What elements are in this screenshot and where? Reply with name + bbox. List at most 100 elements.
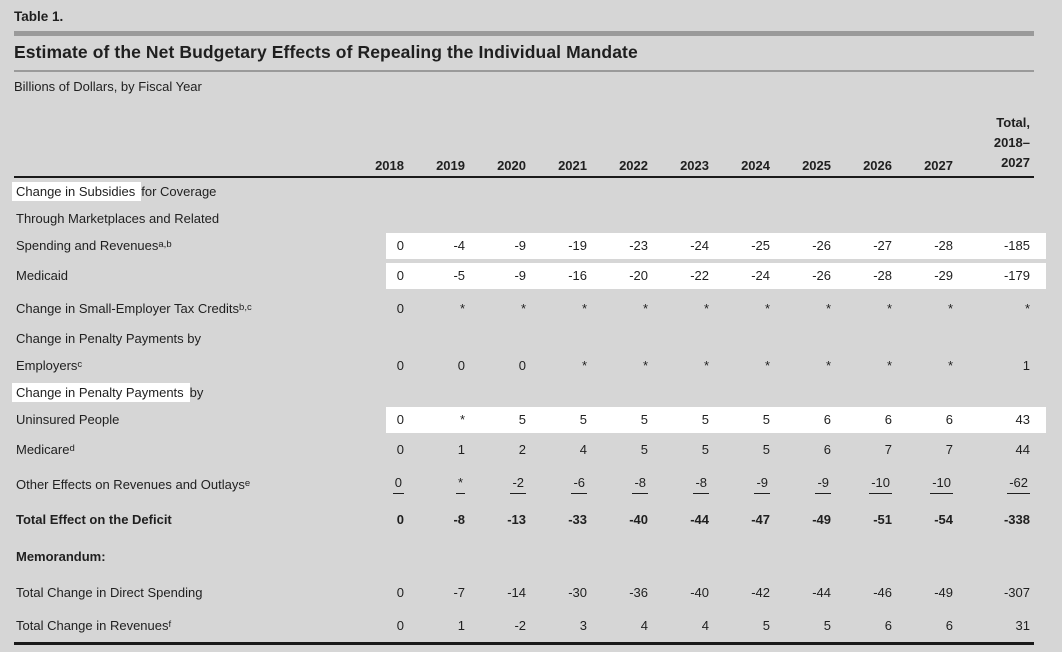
title-top-rule bbox=[14, 31, 1034, 36]
value-text: -9 bbox=[514, 238, 526, 253]
row-label: Uninsured People bbox=[16, 412, 120, 427]
value-cell: -4 bbox=[408, 232, 469, 259]
value-cell: 7 bbox=[835, 433, 896, 466]
value-text: 43 bbox=[1015, 412, 1030, 427]
row-through-marketplaces-and-related: Through Marketplaces and Related bbox=[14, 205, 1046, 232]
value-text: -36 bbox=[629, 585, 648, 600]
value-text: 4 bbox=[579, 442, 587, 457]
table-1-block: Table 1. Estimate of the Net Budgetary E… bbox=[12, 9, 1046, 645]
value-text: -2 bbox=[514, 618, 526, 633]
row-label: Change in Penalty Payments by bbox=[12, 379, 354, 406]
value-cell: -51 bbox=[835, 503, 896, 536]
row-other-effects-on-revenues-and-outlays: Other Effects on Revenues and Outlays e 0 *… bbox=[14, 466, 1046, 503]
value-cell: 0 bbox=[354, 576, 408, 609]
value-text: -8 bbox=[632, 475, 648, 494]
row-label: Spending and Revenues a,b bbox=[16, 238, 172, 253]
value-text: 5 bbox=[640, 412, 648, 427]
value-text: 0 bbox=[396, 512, 404, 527]
value-cell: -44 bbox=[652, 503, 713, 536]
value-cell: 3 bbox=[530, 609, 591, 642]
value-cell: * bbox=[591, 292, 652, 325]
value-cell: 4 bbox=[530, 433, 591, 466]
value-text: -10 bbox=[930, 475, 953, 494]
year-header-2025: 2025 bbox=[802, 158, 831, 173]
value-cell: 5 bbox=[713, 406, 774, 433]
value-cell: -24 bbox=[713, 259, 774, 292]
row-label: Medicaid bbox=[16, 268, 69, 283]
value-text: 7 bbox=[945, 442, 953, 457]
value-text: -6 bbox=[571, 475, 587, 494]
value-text: 5 bbox=[762, 442, 770, 457]
value-cell: 43 bbox=[957, 406, 1034, 433]
value-cell: -185 bbox=[957, 232, 1034, 259]
value-text: 31 bbox=[1015, 618, 1030, 633]
value-cell: 0 bbox=[354, 433, 408, 466]
value-text: * bbox=[947, 358, 953, 373]
value-text: -9 bbox=[815, 475, 831, 494]
value-text: * bbox=[1024, 301, 1030, 316]
value-text: -51 bbox=[873, 512, 892, 527]
year-header-2019: 2019 bbox=[436, 158, 465, 173]
row-label: Medicare d bbox=[16, 442, 75, 457]
value-text: -49 bbox=[934, 585, 953, 600]
value-text: -46 bbox=[873, 585, 892, 600]
value-text: -24 bbox=[751, 268, 770, 283]
value-text: 5 bbox=[518, 412, 526, 427]
band-tail-cell bbox=[1034, 503, 1046, 536]
value-cell: -8 bbox=[408, 503, 469, 536]
value-cell: -46 bbox=[835, 576, 896, 609]
value-cell: -47 bbox=[713, 503, 774, 536]
value-text: * bbox=[642, 358, 648, 373]
value-cell: * bbox=[530, 352, 591, 379]
total-column-header: Total, 2018– 2027 bbox=[957, 113, 1034, 173]
value-text: 0 bbox=[396, 442, 404, 457]
row-label: Total Change in Direct Spending bbox=[16, 585, 203, 600]
value-cell: -36 bbox=[591, 576, 652, 609]
empty-values-area bbox=[354, 205, 1046, 232]
value-text: -40 bbox=[690, 585, 709, 600]
row-total-effect-on-the-deficit: Total Effect on the Deficit 0 -8 -13 -33 -40 -… bbox=[14, 503, 1046, 536]
value-text: -2 bbox=[510, 475, 526, 494]
value-text: -9 bbox=[754, 475, 770, 494]
value-cell: 6 bbox=[896, 609, 957, 642]
value-text: * bbox=[825, 358, 831, 373]
value-cell: -27 bbox=[835, 232, 896, 259]
value-cell: -9 bbox=[774, 466, 835, 503]
value-cell: * bbox=[408, 406, 469, 433]
value-cell: 0 bbox=[469, 352, 530, 379]
value-cell: * bbox=[652, 292, 713, 325]
value-text: -23 bbox=[629, 238, 648, 253]
value-cell: 6 bbox=[774, 406, 835, 433]
value-text: * bbox=[520, 301, 526, 316]
value-cell: * bbox=[713, 352, 774, 379]
value-cell: -26 bbox=[774, 259, 835, 292]
value-text: -8 bbox=[453, 512, 465, 527]
label-highlight: Change in Penalty Payments bbox=[12, 383, 190, 402]
year-header-2021: 2021 bbox=[558, 158, 587, 173]
value-cell: 5 bbox=[591, 406, 652, 433]
value-cell: -40 bbox=[591, 503, 652, 536]
band-tail-cell bbox=[1034, 433, 1046, 466]
row-label: Employers c bbox=[16, 358, 83, 373]
band-tail-cell bbox=[1034, 352, 1046, 379]
value-cell: 0 bbox=[354, 466, 408, 503]
value-cell: -9 bbox=[469, 259, 530, 292]
value-text: * bbox=[764, 301, 770, 316]
value-text: 5 bbox=[762, 618, 770, 633]
value-cell: 5 bbox=[530, 406, 591, 433]
value-text: -29 bbox=[934, 268, 953, 283]
label-highlight: Change in Subsidies bbox=[12, 182, 142, 201]
value-cell: -25 bbox=[713, 232, 774, 259]
value-cell: -179 bbox=[957, 259, 1034, 292]
table-bottom-rule bbox=[14, 642, 1034, 645]
value-cell: * bbox=[835, 292, 896, 325]
value-text: * bbox=[459, 301, 465, 316]
value-text: -16 bbox=[568, 268, 587, 283]
year-header-2027: 2027 bbox=[924, 158, 953, 173]
value-cell: 5 bbox=[713, 433, 774, 466]
value-text: -4 bbox=[453, 238, 465, 253]
row-employers: Employers c 0 0 0 * * * * * * * 1 bbox=[14, 352, 1046, 379]
value-cell: -2 bbox=[469, 609, 530, 642]
value-text: 1 bbox=[1022, 358, 1030, 373]
value-text: * bbox=[764, 358, 770, 373]
